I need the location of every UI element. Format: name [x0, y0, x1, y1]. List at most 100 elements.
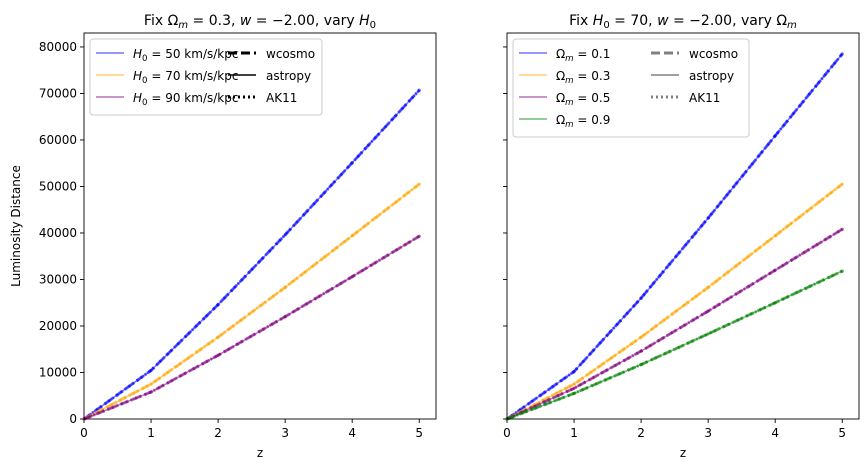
legend-label: H0 = 50 km/s/kpc — [133, 47, 238, 64]
legend-label-part-2: = 0.3 — [574, 69, 611, 83]
series-line-ak11 — [506, 227, 844, 421]
legend-label-part-0: H — [133, 91, 142, 105]
x-tick-label: 0 — [80, 426, 88, 440]
data-point — [773, 268, 777, 272]
legend-label-part-1: 0 — [142, 98, 148, 108]
data-point — [706, 332, 710, 336]
y-tick-label: 0 — [69, 412, 77, 426]
x-tick-label: 2 — [637, 426, 645, 440]
chart-title: Fix Ωm = 0.3, w = −2.00, vary H0 — [144, 13, 376, 31]
chart-panel-1: Fix Ωm = 0.3, w = −2.00, vary H00 1 2 3 4 501… — [9, 13, 437, 460]
data-point — [840, 52, 844, 56]
chart-title-part-5: H — [359, 13, 370, 29]
data-point — [216, 335, 220, 339]
data-point — [840, 227, 844, 231]
legend-label-part-0: Ω — [556, 69, 565, 83]
legend-label: Ωm = 0.3 — [556, 69, 610, 86]
legend-label-part-1: 0 — [142, 76, 148, 86]
legend-label-part-0: H — [133, 47, 142, 61]
chart-panel-2: Fix H0 = 70, w = −2.00, vary Ωm0 1 2 3 4 5zΩm… — [503, 13, 860, 460]
legend-label-part-0: H — [133, 69, 142, 83]
y-tick-label: 20000 — [39, 319, 77, 333]
data-point — [840, 269, 844, 273]
series-line-wcosmo — [83, 182, 421, 421]
data-point — [417, 88, 421, 92]
y-tick-label: 30000 — [39, 272, 77, 286]
legend-style-label: astropy — [689, 69, 734, 83]
y-tick-label: 60000 — [39, 133, 77, 147]
data-point — [773, 301, 777, 305]
data-point — [639, 296, 643, 300]
data-point — [572, 382, 576, 386]
x-tick-label: 5 — [415, 426, 423, 440]
data-point — [773, 134, 777, 138]
y-tick-label: 70000 — [39, 86, 77, 100]
legend-style-label: wcosmo — [689, 47, 738, 61]
legend-label: Ωm = 0.9 — [556, 113, 610, 130]
y-tick-label: 80000 — [39, 40, 77, 54]
data-point — [639, 335, 643, 339]
data-point — [149, 390, 153, 394]
data-point — [773, 234, 777, 238]
x-tick-label: 4 — [771, 426, 779, 440]
y-axis-label: Luminosity Distance — [9, 165, 23, 287]
x-tick-label: 5 — [838, 426, 846, 440]
series-line-wcosmo — [506, 182, 844, 421]
series-line-astropy — [83, 89, 420, 420]
data-point — [639, 362, 643, 367]
data-point — [706, 309, 710, 313]
chart-title: Fix H0 = 70, w = −2.00, vary Ωm — [569, 13, 797, 31]
series-line-ak11 — [83, 89, 421, 421]
chart-title-part-2: = 0.3, — [188, 13, 240, 29]
data-point — [417, 182, 421, 186]
chart-title-part-0: Fix Ω — [144, 13, 179, 29]
legend-style-label: AK11 — [689, 91, 720, 105]
chart-title-part-0: Fix — [569, 13, 593, 29]
series-line-ak11 — [506, 269, 843, 421]
data-point — [572, 369, 576, 374]
chart-title-part-6: m — [787, 20, 797, 31]
legend-box — [89, 38, 323, 116]
legend-box — [512, 38, 750, 138]
legend-label-part-1: m — [565, 120, 573, 130]
data-point — [283, 315, 287, 319]
data-point — [283, 285, 287, 289]
axes-frame — [506, 32, 860, 420]
chart-title-part-1: m — [178, 20, 188, 31]
chart-title-part-5: = −2.00, vary Ω — [669, 13, 788, 29]
chart-title-part-3: w — [240, 13, 252, 29]
data-point — [572, 391, 576, 396]
data-point — [706, 285, 710, 289]
axes-frame — [83, 32, 437, 420]
data-point — [149, 382, 153, 386]
legend-label-part-1: 0 — [142, 54, 148, 64]
data-point — [706, 216, 710, 220]
legend-label: Ωm = 0.5 — [556, 91, 610, 108]
data-point — [149, 368, 153, 373]
data-point — [417, 234, 421, 238]
x-tick-label: 1 — [147, 426, 155, 440]
legend-label-part-2: = 0.5 — [574, 91, 611, 105]
x-tick-label: 4 — [348, 426, 356, 440]
x-axis-label: z — [680, 446, 686, 460]
chart-title-part-4: w — [657, 13, 669, 29]
series-line-wcosmo — [83, 89, 421, 421]
chart-title-part-6: 0 — [370, 20, 376, 31]
chart-title-part-1: H — [593, 13, 604, 29]
x-tick-label: 2 — [214, 426, 222, 440]
legend-label-part-1: m — [565, 54, 573, 64]
data-point — [840, 182, 844, 186]
data-point — [216, 302, 220, 307]
x-tick-label: 3 — [281, 426, 289, 440]
x-axis-label: z — [257, 446, 263, 460]
legend-style-label: AK11 — [266, 91, 297, 105]
legend-style-label: wcosmo — [266, 47, 315, 61]
legend-label-part-0: Ω — [556, 47, 565, 61]
chart-title-part-4: = −2.00, vary — [251, 13, 359, 29]
legend-label-part-2: = 50 km/s/kpc — [148, 47, 239, 61]
data-point — [350, 161, 354, 165]
y-tick-label: 40000 — [39, 226, 77, 240]
legend-label-part-2: = 70 km/s/kpc — [148, 69, 239, 83]
legend-label-part-0: Ω — [556, 91, 565, 105]
